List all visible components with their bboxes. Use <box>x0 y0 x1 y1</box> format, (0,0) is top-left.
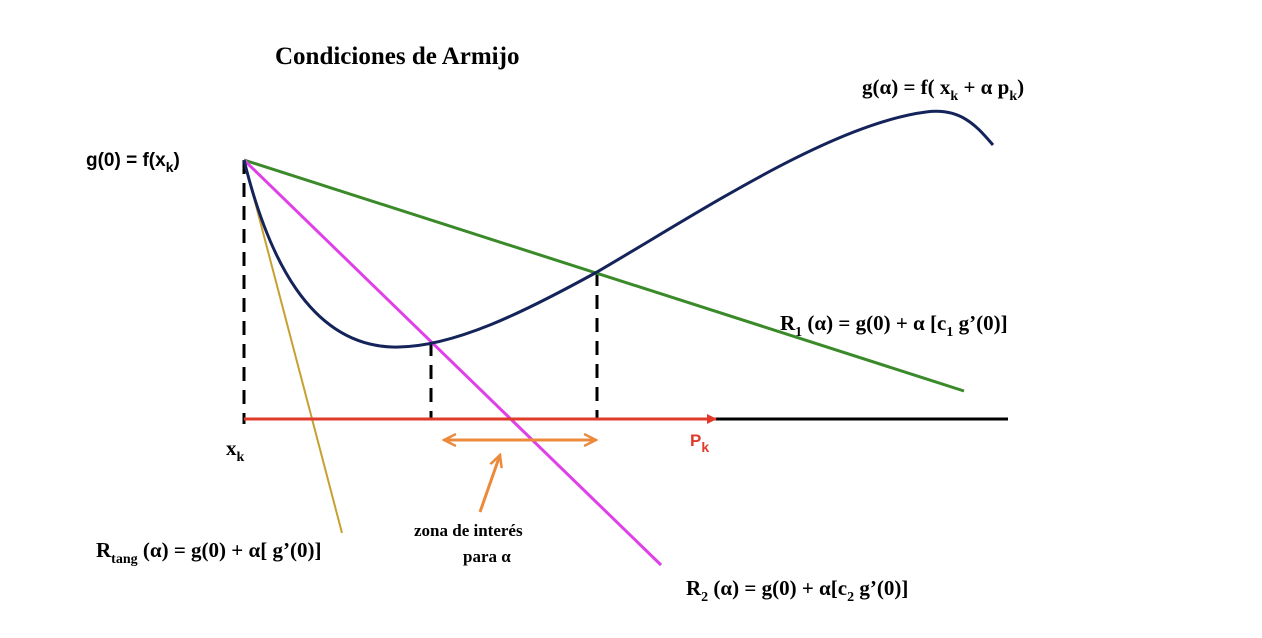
r2-label: R2 (α) = g(0) + α[c2 g’(0)] <box>686 576 908 605</box>
zone-label-line2: para α <box>463 547 511 566</box>
diagram-title: Condiciones de Armijo <box>275 43 519 70</box>
pk-label: Pk <box>690 431 709 455</box>
curve-label: g(α) = f( xk + α pk) <box>862 75 1024 104</box>
xk-label: xk <box>226 436 245 465</box>
rtang-label: Rtang (α) = g(0) + α[ g’(0)] <box>96 538 321 567</box>
r1-line <box>243 158 965 393</box>
tangent-line <box>243 159 343 534</box>
r2-line <box>242 158 663 567</box>
zone-pointer-arrow <box>478 455 500 513</box>
g0-label: g(0) = f(xk) <box>86 150 180 175</box>
zone-label-line1: zona de interés <box>414 521 523 540</box>
r1-label: R1 (α) = g(0) + α [c1 g’(0)] <box>780 311 1008 340</box>
g-alpha-curve <box>242 109 995 349</box>
